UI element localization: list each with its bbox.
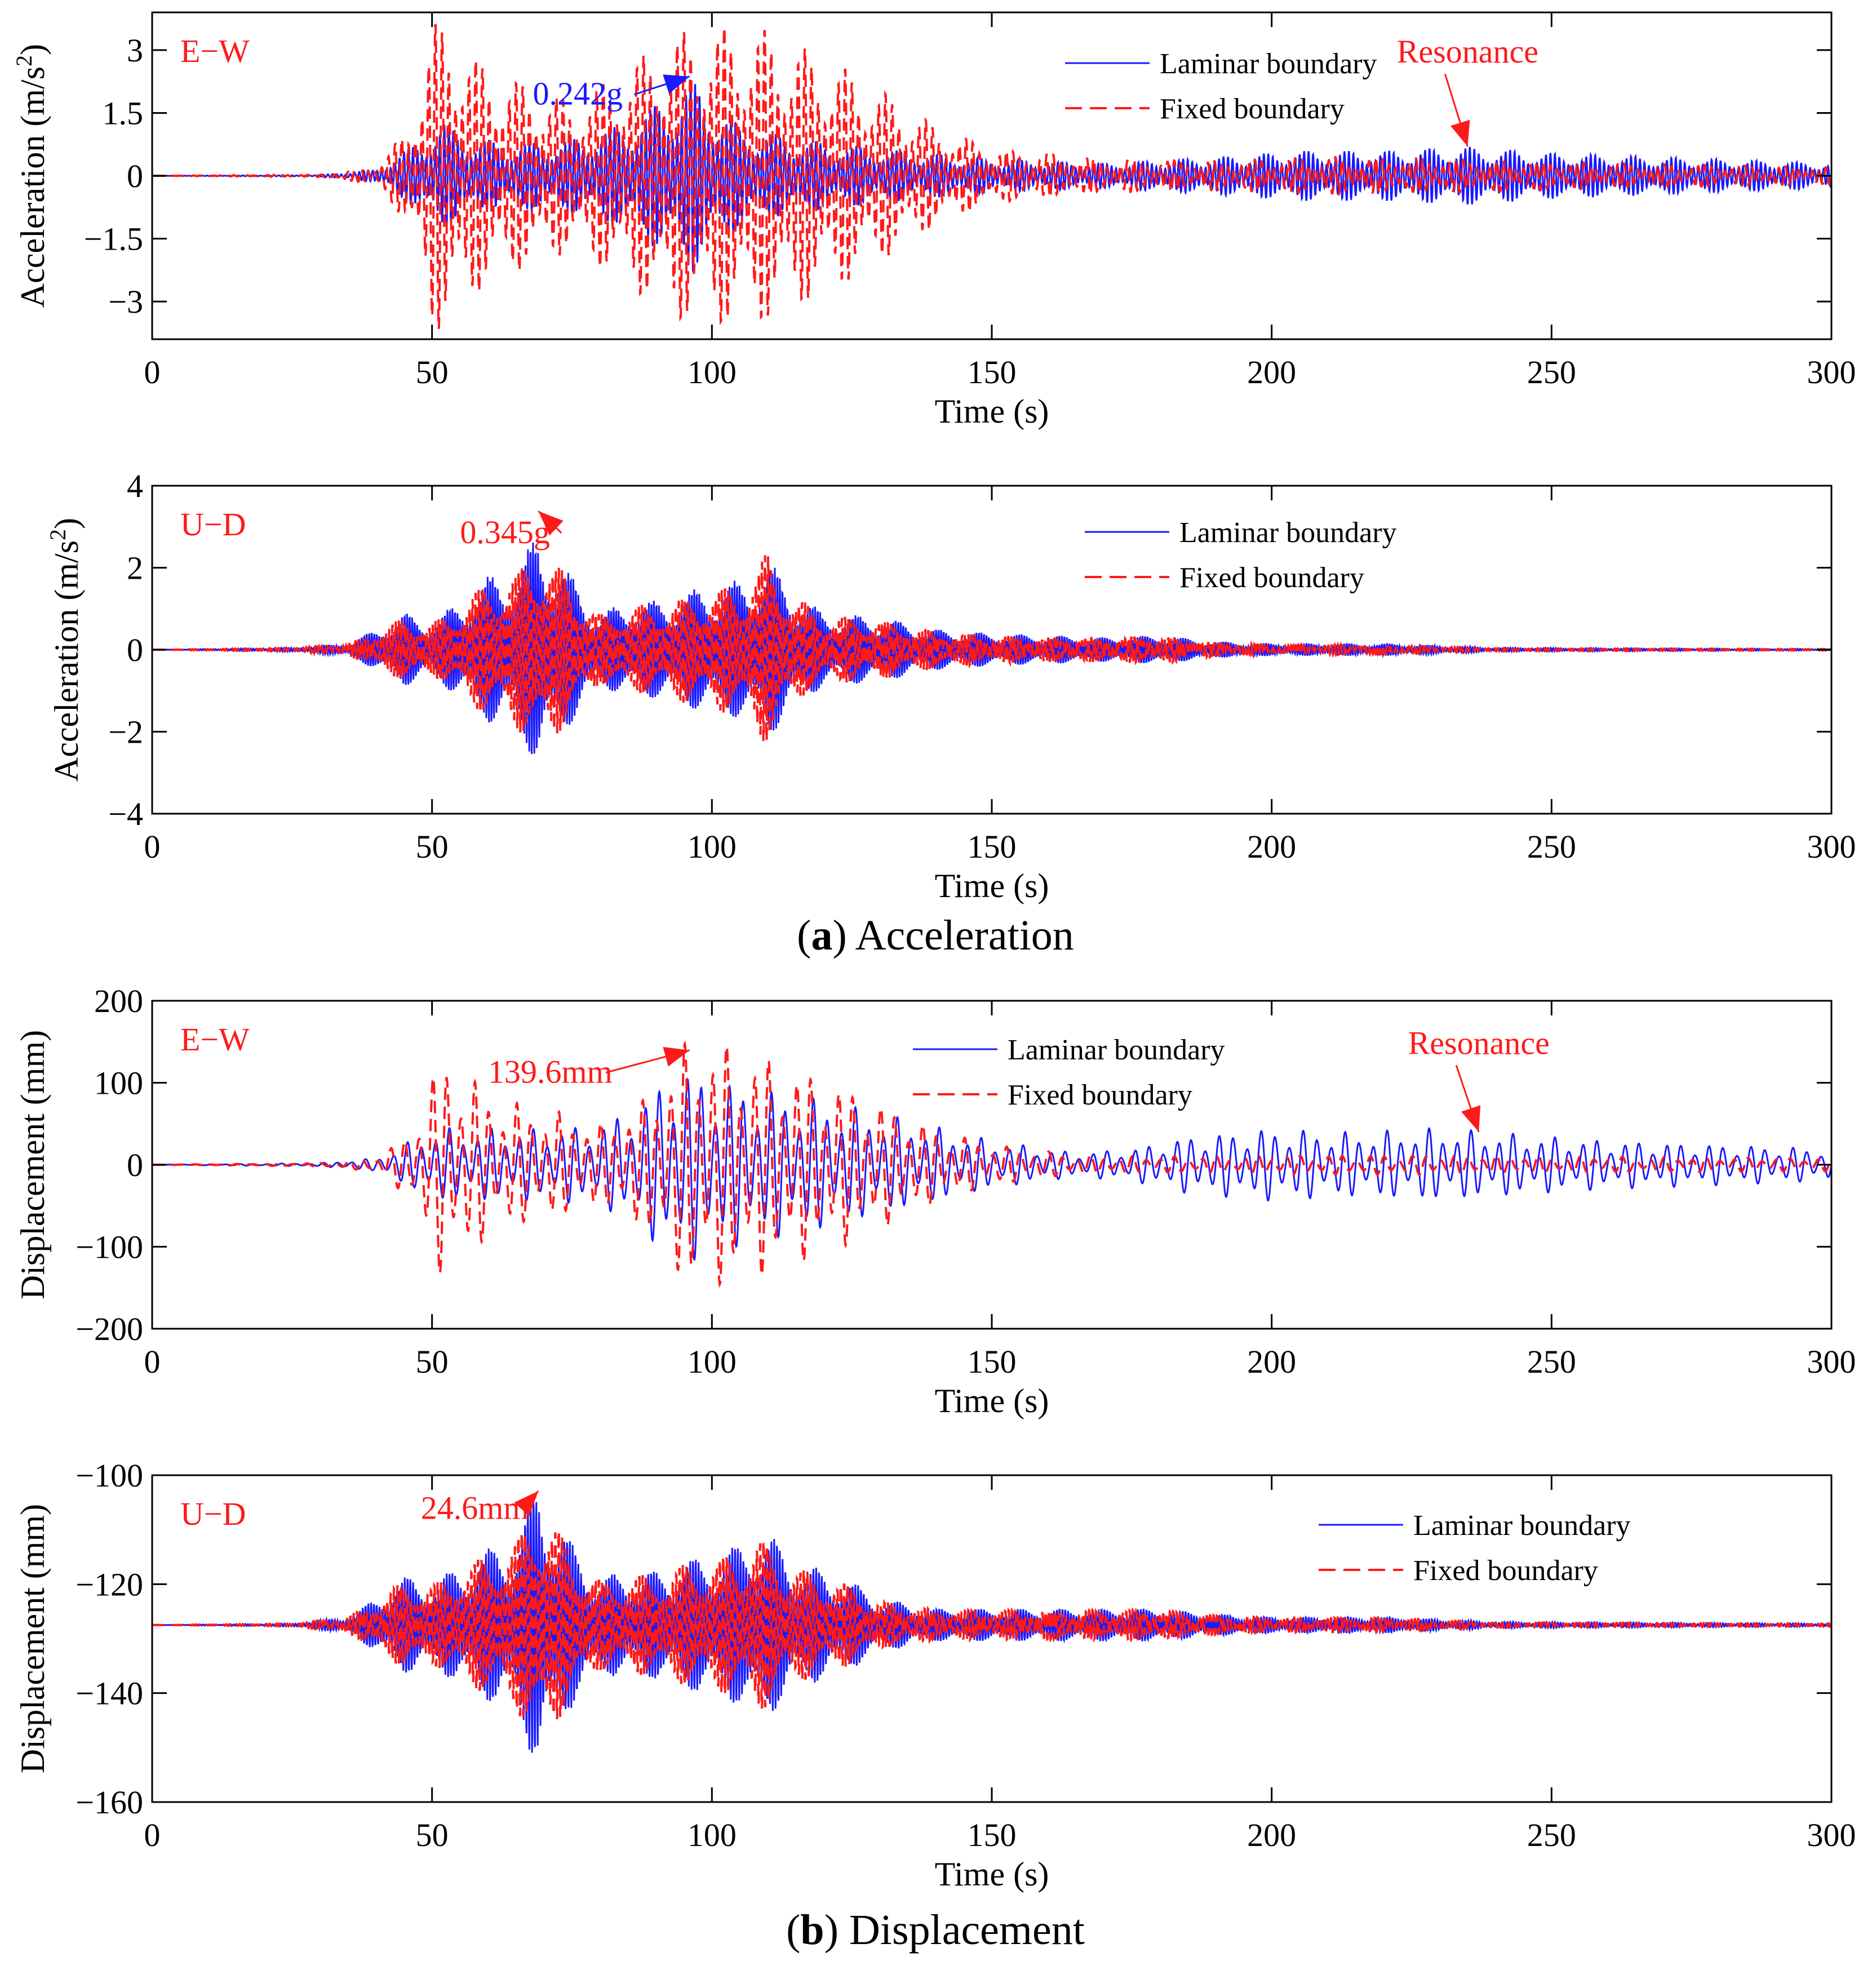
- y-tick-label: 4: [127, 468, 143, 504]
- x-tick-label: 200: [1247, 354, 1296, 390]
- legend-label: Laminar boundary: [1160, 48, 1377, 80]
- legend-label: Laminar boundary: [1179, 517, 1397, 549]
- annotation-arrow-head: [1450, 120, 1470, 147]
- y-tick-label: −2: [108, 714, 143, 751]
- series-line-laminar: [152, 1079, 1831, 1259]
- y-tick-label: −3: [108, 283, 143, 320]
- x-tick-label: 200: [1247, 828, 1296, 865]
- x-tick-label: 300: [1807, 1343, 1856, 1380]
- y-axis-label: Acceleration (m/s2): [45, 518, 86, 782]
- x-tick-label: 250: [1527, 1817, 1576, 1853]
- x-tick-label: 50: [416, 828, 449, 865]
- caption-text: Acceleration: [847, 912, 1074, 959]
- y-tick-label: −4: [108, 796, 143, 832]
- caption-letter: a: [811, 912, 832, 959]
- x-tick-label: 200: [1247, 1343, 1296, 1380]
- y-tick-label: 0: [127, 158, 143, 194]
- x-tick-label: 0: [144, 1343, 161, 1380]
- x-tick-label: 300: [1807, 354, 1856, 390]
- legend-label: Fixed boundary: [1413, 1555, 1598, 1587]
- chart-panel-4: 0 50 100 150 200 250 300 −160 −140 −120 −100 Time (…: [14, 1457, 1856, 1893]
- x-tick-label: 250: [1527, 828, 1576, 865]
- y-axis-label: Acceleration (m/s2): [11, 44, 52, 308]
- annotation-label: 0.345g: [460, 514, 550, 551]
- y-tick-label: 200: [94, 983, 143, 1019]
- legend-label: Laminar boundary: [1008, 1034, 1225, 1066]
- x-axis-label: Time (s): [935, 867, 1049, 904]
- y-tick-label: 100: [94, 1065, 143, 1102]
- x-axis-label: Time (s): [935, 393, 1049, 430]
- panel-label: U−D: [180, 506, 246, 543]
- y-tick-label: −100: [76, 1229, 143, 1266]
- x-tick-label: 150: [968, 354, 1017, 390]
- y-tick-label: −160: [76, 1784, 143, 1821]
- legend-label: Laminar boundary: [1413, 1510, 1631, 1542]
- x-tick-label: 50: [416, 1343, 449, 1380]
- y-tick-label: 3: [127, 32, 143, 69]
- annotation-label: 24.6mm: [421, 1489, 529, 1526]
- figure: 0 50 100 150 200 250 300−3−1.501.53Time (s)Acc…: [0, 0, 1872, 1988]
- annotation-label: 0.242g: [533, 76, 623, 112]
- y-tick-label: 0: [127, 1147, 143, 1183]
- figure-caption: (a) Acceleration: [797, 912, 1074, 959]
- chart-panel-2: 0 50 100 150 200 250 300 −4 −2 0 2 4 Time (s) Acceler…: [45, 468, 1856, 904]
- x-tick-label: 0: [144, 354, 161, 390]
- y-axis-label: Displacement (mm): [14, 1504, 51, 1773]
- y-axis-label: Displacement (mm): [14, 1030, 51, 1299]
- x-axis-label: Time (s): [935, 1382, 1049, 1419]
- y-tick-label: −120: [76, 1566, 143, 1603]
- x-tick-label: 150: [968, 1817, 1017, 1853]
- x-tick-label: 50: [416, 1817, 449, 1853]
- x-tick-label: 100: [687, 1817, 737, 1853]
- y-tick-label: 2: [127, 550, 143, 587]
- x-axis-label: Time (s): [935, 1856, 1049, 1893]
- y-tick-label: 0: [127, 632, 143, 668]
- x-tick-label: 300: [1807, 828, 1856, 865]
- x-tick-label: 300: [1807, 1817, 1856, 1853]
- y-tick-label: −200: [76, 1311, 143, 1347]
- y-tick-label: −1.5: [84, 221, 143, 258]
- x-tick-label: 0: [144, 1817, 161, 1853]
- y-tick-label: −100: [76, 1457, 143, 1494]
- panel-label: U−D: [180, 1496, 246, 1532]
- panel-label: E−W: [180, 33, 250, 69]
- annotation-label: 139.6mm: [488, 1054, 613, 1090]
- panel-label: E−W: [180, 1021, 250, 1058]
- annotation-label: Resonance: [1408, 1025, 1550, 1062]
- y-tick-label: −140: [76, 1675, 143, 1712]
- x-tick-label: 150: [968, 1343, 1017, 1380]
- legend-label: Fixed boundary: [1008, 1079, 1192, 1111]
- chart-panel-1: 0 50 100 150 200 250 300 −3 −1.5 0 1.5 3 Time (s) Acc…: [11, 12, 1856, 430]
- legend-label: Fixed boundary: [1179, 562, 1364, 594]
- x-tick-label: 0: [144, 828, 161, 865]
- legend-label: Fixed boundary: [1160, 93, 1345, 125]
- annotation-arrow-head: [1461, 1105, 1480, 1131]
- annotation-label: Resonance: [1397, 33, 1538, 70]
- x-tick-label: 100: [687, 354, 737, 390]
- figure-caption: (b) Displacement: [786, 1906, 1085, 1954]
- caption-text: Displacement: [839, 1906, 1085, 1954]
- x-tick-label: 250: [1527, 354, 1576, 390]
- caption-letter: b: [800, 1906, 824, 1954]
- x-tick-label: 100: [687, 828, 737, 865]
- x-tick-label: 200: [1247, 1817, 1296, 1853]
- y-tick-label: 1.5: [103, 95, 144, 131]
- x-tick-label: 150: [968, 828, 1017, 865]
- x-tick-label: 50: [416, 354, 449, 390]
- x-tick-label: 100: [687, 1343, 737, 1380]
- x-tick-label: 250: [1527, 1343, 1576, 1380]
- chart-panel-3: 0 50 100 150 200 250 300 −200 −100 0 100 200 Time (s…: [14, 983, 1856, 1419]
